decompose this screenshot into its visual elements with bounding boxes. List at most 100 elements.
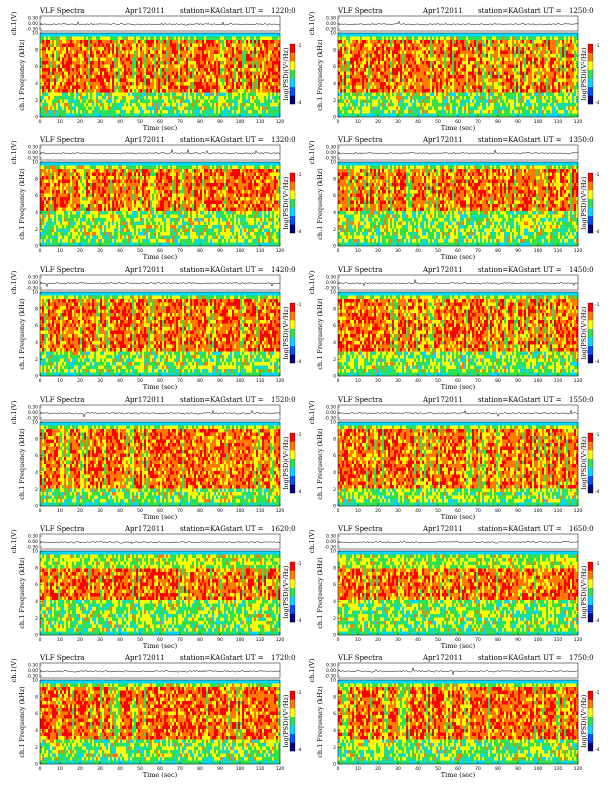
colorbar: -1 -4 log(PSD)(V²/Hz)	[282, 43, 302, 106]
spectrogram-ytick: 6	[333, 711, 336, 717]
x-tick-label: 90	[515, 508, 521, 514]
spectrogram-ytick: 4	[35, 470, 38, 476]
colorbar-tick: -1	[297, 690, 302, 696]
x-tick-label: 60	[455, 378, 461, 384]
x-tick-label: 60	[157, 378, 163, 384]
waveform-ylabel: ch.1(V)	[10, 400, 18, 424]
panel-title: VLF Spectra	[338, 7, 382, 16]
panel-start-prefix: start UT =	[524, 136, 562, 145]
waveform-trace	[39, 409, 281, 418]
x-tick-label: 40	[415, 119, 421, 125]
waveform-trace	[39, 670, 281, 673]
spectrogram-ylabel: ch.1 Frequency (kHz)	[18, 428, 26, 500]
colorbar-tick: -1	[595, 432, 600, 438]
spectrogram: 0 2 4 6 8 10 ch.1 Frequency (kHz) 0 10 20 30 40 50 60…	[316, 549, 582, 650]
waveform-ytick: 0.00	[326, 21, 336, 27]
x-axis-label: Time (sec)	[143, 771, 178, 779]
waveform-ylabel: ch.1(V)	[308, 11, 316, 35]
colorbar-label: log(PSD)(V²/Hz)	[580, 176, 588, 229]
waveform-ytick: -0.30	[324, 156, 336, 162]
waveform-ytick: -0.30	[26, 27, 38, 33]
x-tick-label: 120	[574, 378, 583, 384]
spectrogram-ylabel: ch.1 Frequency (kHz)	[18, 39, 26, 111]
panel-title: VLF Spectra	[338, 266, 382, 275]
x-tick-label: 70	[177, 378, 183, 384]
x-tick-label: 20	[77, 119, 83, 125]
x-tick-label: 40	[117, 378, 123, 384]
panel-start-prefix: start UT =	[226, 266, 264, 275]
spectrogram-panel: VLF Spectra Apr172011 station=KAG start UT …	[8, 651, 302, 779]
x-tick-label: 120	[574, 248, 583, 254]
spectrogram-ylabel: ch.1 Frequency (kHz)	[316, 298, 324, 370]
x-tick-label: 20	[77, 637, 83, 643]
spectrogram-ylabel: ch.1 Frequency (kHz)	[316, 428, 324, 500]
waveform-ylabel: ch.1(V)	[10, 270, 18, 294]
waveform-ylabel: ch.1(V)	[308, 529, 316, 553]
x-tick-label: 50	[435, 119, 441, 125]
x-tick-label: 100	[534, 119, 543, 125]
panel-station: station=KAG	[478, 136, 524, 145]
spectrogram-ytick: 10	[330, 31, 336, 37]
colorbar: -1 -4 log(PSD)(V²/Hz)	[282, 432, 302, 495]
spectrogram-ytick: 6	[35, 711, 38, 717]
spectrogram-ytick: 10	[330, 678, 336, 684]
x-tick-label: 80	[197, 119, 203, 125]
x-tick-label: 10	[57, 378, 63, 384]
spectrogram: 0 2 4 6 8 10 ch.1 Frequency (kHz) 0 10 20 30 40 50 60…	[18, 31, 284, 132]
spectrogram-ytick: 10	[32, 678, 38, 684]
x-tick-label: 50	[137, 637, 143, 643]
x-tick-label: 20	[77, 378, 83, 384]
spectrogram-ylabel: ch.1 Frequency (kHz)	[316, 557, 324, 629]
spectrogram-ytick: 10	[32, 549, 38, 555]
panel-station: station=KAG	[180, 654, 226, 663]
spectrogram-ylabel: ch.1 Frequency (kHz)	[18, 298, 26, 370]
waveform-ytick: 0.30	[326, 663, 336, 669]
panel-header: VLF Spectra Apr172011 station=KAG start UT …	[338, 136, 594, 145]
x-tick-label: 30	[395, 637, 401, 643]
spectrogram-ytick: 2	[333, 745, 336, 751]
panel-station: station=KAG	[180, 396, 226, 405]
x-tick-label: 120	[276, 119, 285, 125]
x-tick-label: 10	[57, 248, 63, 254]
x-tick-label: 30	[395, 766, 401, 772]
x-tick-label: 50	[435, 508, 441, 514]
x-tick-label: 90	[217, 508, 223, 514]
waveform-plot: 0.300.00-0.30 ch.1(V)	[308, 140, 579, 164]
x-tick-label: 10	[57, 508, 63, 514]
x-tick-label: 120	[574, 119, 583, 125]
panel-date: Apr172011	[423, 396, 463, 405]
x-axis-label: Time (sec)	[143, 253, 178, 261]
x-tick-label: 40	[117, 248, 123, 254]
x-tick-label: 90	[217, 248, 223, 254]
x-tick-label: 90	[217, 637, 223, 643]
colorbar-tick: -4	[595, 359, 600, 365]
x-tick-label: 20	[375, 637, 381, 643]
panel-title: VLF Spectra	[338, 396, 382, 405]
colorbar-tick: -1	[297, 302, 302, 308]
waveform-ytick: 0.00	[326, 280, 336, 286]
spectrogram-ytick: 2	[35, 487, 38, 493]
colorbar-tick: -1	[297, 172, 302, 178]
panel-header: VLF Spectra Apr172011 station=KAG start UT …	[338, 525, 594, 534]
panel-date: Apr172011	[125, 136, 165, 145]
x-tick-label: 80	[197, 637, 203, 643]
x-tick-label: 40	[415, 637, 421, 643]
panel-date: Apr172011	[423, 525, 463, 534]
x-tick-label: 80	[495, 119, 501, 125]
x-tick-label: 50	[435, 766, 441, 772]
x-axis-label: Time (sec)	[143, 383, 178, 391]
panel-title: VLF Spectra	[338, 525, 382, 534]
panel-station: station=KAG	[478, 7, 524, 16]
colorbar-tick: -4	[297, 229, 302, 235]
panel-start-time: 1320:0	[271, 136, 296, 145]
panel-header: VLF Spectra Apr172011 station=KAG start UT …	[40, 654, 296, 663]
x-tick-label: 100	[534, 637, 543, 643]
x-tick-label: 20	[77, 508, 83, 514]
spectrogram-ytick: 8	[333, 306, 336, 312]
waveform-plot: 0.300.00-0.30 ch.1(V)	[10, 400, 281, 424]
spectrogram-ytick: 8	[333, 47, 336, 53]
x-tick-label: 100	[534, 248, 543, 254]
spectrogram-panel: VLF Spectra Apr172011 station=KAG start UT …	[8, 393, 302, 521]
x-tick-label: 30	[97, 766, 103, 772]
spectrogram-ytick: 10	[330, 290, 336, 296]
